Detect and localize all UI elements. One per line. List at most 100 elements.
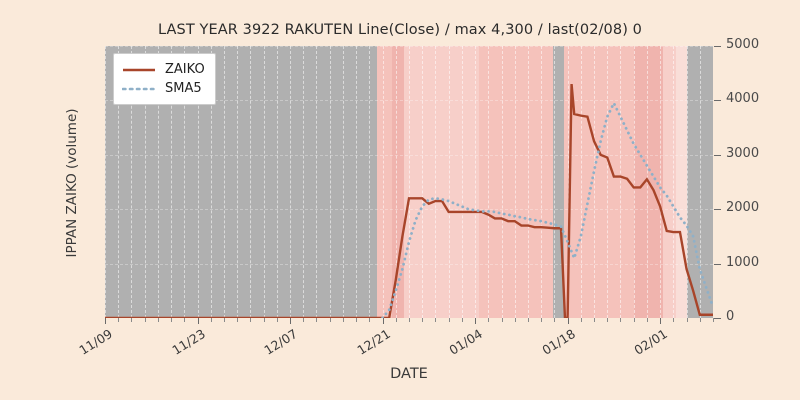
x-tick-label: 12/07 (261, 326, 300, 358)
y-axis-label-text: IPPAN ZAIKO (volume) (64, 108, 80, 258)
y-axis-label: IPPAN ZAIKO (volume) (61, 52, 83, 314)
vertical-gridline (633, 46, 635, 318)
x-tick-minor (699, 318, 701, 322)
horizontal-gridline (105, 263, 713, 265)
y-tick-label: 0 (726, 309, 735, 324)
x-tick-minor (501, 318, 503, 322)
vertical-gridline (554, 46, 556, 318)
x-tick-minor (461, 318, 463, 322)
vertical-gridline (660, 46, 662, 318)
vertical-gridline (144, 46, 146, 318)
legend-label-zaiko: ZAIKO (165, 62, 205, 77)
x-tick-minor (594, 318, 596, 322)
vertical-gridline (501, 46, 503, 318)
y-tick-label: 5000 (726, 37, 760, 52)
background-band (675, 46, 687, 318)
x-tick-minor (448, 318, 450, 322)
vertical-gridline (620, 46, 622, 318)
x-tick-minor (316, 318, 318, 322)
chart-legend: ZAIKO SMA5 (113, 53, 216, 105)
x-tick-label: 11/09 (76, 326, 115, 358)
background-band (403, 46, 480, 318)
vertical-gridline (356, 46, 358, 318)
x-tick-minor (184, 318, 186, 322)
y-tick-mark (714, 100, 721, 102)
y-tick-mark (714, 46, 721, 47)
x-tick-minor (673, 318, 675, 322)
vertical-gridline (197, 46, 199, 318)
x-tick-label: 01/04 (446, 326, 486, 358)
vertical-gridline (184, 46, 186, 318)
background-band (564, 46, 634, 318)
vertical-gridline (250, 46, 252, 318)
horizontal-gridline (105, 100, 713, 102)
vertical-gridline (369, 46, 371, 318)
y-tick-label: 2000 (726, 200, 760, 216)
vertical-gridline (580, 46, 582, 318)
vertical-gridline (223, 46, 225, 318)
x-tick-mark (382, 318, 384, 324)
x-tick-minor (620, 318, 622, 322)
vertical-gridline (263, 46, 265, 318)
x-tick-minor (686, 318, 688, 322)
legend-item-sma5: SMA5 (122, 79, 205, 98)
legend-item-zaiko: ZAIKO (122, 60, 205, 79)
background-band (377, 46, 392, 318)
background-band (391, 46, 404, 318)
x-tick-label: 02/01 (631, 326, 671, 358)
vertical-gridline (157, 46, 159, 318)
vertical-gridline (409, 46, 410, 318)
series-line-sma5 (381, 99, 713, 318)
vertical-gridline (448, 46, 450, 318)
x-tick-minor (210, 318, 212, 322)
x-tick-mark (660, 318, 662, 324)
x-tick-mark (290, 318, 292, 324)
x-tick-minor (356, 318, 358, 322)
x-tick-minor (607, 318, 609, 322)
vertical-gridline (395, 46, 397, 318)
vertical-gridline (461, 46, 463, 318)
vertical-gridline (527, 46, 529, 318)
vertical-gridline (290, 46, 292, 318)
x-tick-minor (514, 318, 516, 322)
legend-line-dotted-icon (122, 83, 156, 95)
horizontal-gridline (105, 154, 713, 156)
vertical-gridline (329, 46, 331, 318)
horizontal-gridline (105, 209, 713, 211)
x-tick-minor (223, 318, 225, 322)
vertical-gridline (342, 46, 344, 318)
vertical-gridline (382, 46, 384, 318)
y-tick-label: 4000 (726, 91, 760, 107)
x-tick-minor (580, 318, 582, 322)
vertical-gridline (316, 46, 318, 318)
x-tick-minor (237, 318, 239, 322)
background-band (553, 46, 565, 318)
x-tick-mark (567, 318, 569, 324)
vertical-gridline (488, 46, 490, 318)
series-lines (105, 83, 713, 318)
vertical-gridline (171, 46, 173, 318)
x-tick-label: 01/18 (539, 326, 578, 358)
vertical-gridline (699, 46, 701, 318)
y-tick-label: 1000 (726, 254, 760, 270)
vertical-gridline (237, 46, 239, 318)
y-tick-label: 3000 (726, 145, 760, 161)
x-tick-minor (554, 318, 556, 322)
vertical-gridline (673, 46, 675, 318)
horizontal-gridline (105, 46, 713, 47)
legend-label-sma5: SMA5 (165, 81, 202, 96)
x-tick-minor (303, 318, 305, 322)
vertical-gridline (303, 46, 305, 318)
x-tick-minor (276, 318, 278, 322)
y-tick-mark (714, 263, 721, 265)
x-tick-minor (633, 318, 635, 322)
x-tick-minor (541, 318, 543, 322)
vertical-gridline (567, 46, 569, 318)
x-tick-minor (422, 318, 424, 322)
x-tick-minor (144, 318, 146, 322)
background-band (479, 46, 554, 318)
background-band (662, 46, 676, 318)
y-tick-mark (714, 318, 721, 319)
x-tick-mark (197, 318, 199, 324)
x-tick-minor (527, 318, 529, 322)
